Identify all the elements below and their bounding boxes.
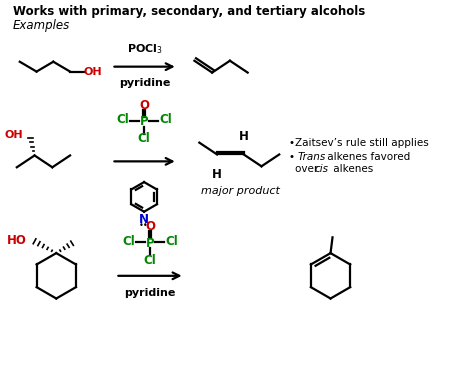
Text: OH: OH bbox=[84, 67, 102, 77]
Text: Examples: Examples bbox=[13, 19, 70, 32]
Text: P: P bbox=[140, 115, 148, 129]
Text: •: • bbox=[289, 152, 298, 161]
Text: P: P bbox=[146, 237, 155, 250]
Text: Trans: Trans bbox=[298, 152, 326, 161]
Text: Cl: Cl bbox=[116, 113, 129, 126]
Text: pyridine: pyridine bbox=[119, 78, 170, 87]
Text: POCl$_3$: POCl$_3$ bbox=[127, 42, 163, 56]
Text: ••: •• bbox=[139, 221, 149, 230]
Text: alkenes favored: alkenes favored bbox=[324, 152, 410, 161]
Text: cis: cis bbox=[315, 164, 329, 174]
Text: Works with primary, secondary, and tertiary alcohols: Works with primary, secondary, and terti… bbox=[13, 6, 365, 18]
Text: O: O bbox=[139, 99, 149, 112]
Text: OH: OH bbox=[4, 130, 23, 140]
Text: over: over bbox=[295, 164, 321, 174]
Text: O: O bbox=[145, 220, 155, 233]
Text: major product: major product bbox=[201, 186, 280, 196]
Text: Cl: Cl bbox=[144, 253, 156, 267]
Text: H: H bbox=[239, 130, 249, 143]
Text: pyridine: pyridine bbox=[124, 288, 176, 298]
Text: Cl: Cl bbox=[165, 235, 178, 248]
Text: alkenes: alkenes bbox=[329, 164, 373, 174]
Text: Cl: Cl bbox=[138, 132, 150, 145]
Text: Cl: Cl bbox=[122, 235, 135, 248]
Text: HO: HO bbox=[7, 234, 27, 247]
Text: •Zaitsev’s rule still applies: •Zaitsev’s rule still applies bbox=[289, 138, 429, 148]
Text: N: N bbox=[139, 213, 149, 226]
Text: Cl: Cl bbox=[159, 113, 172, 126]
Text: H: H bbox=[212, 168, 222, 181]
